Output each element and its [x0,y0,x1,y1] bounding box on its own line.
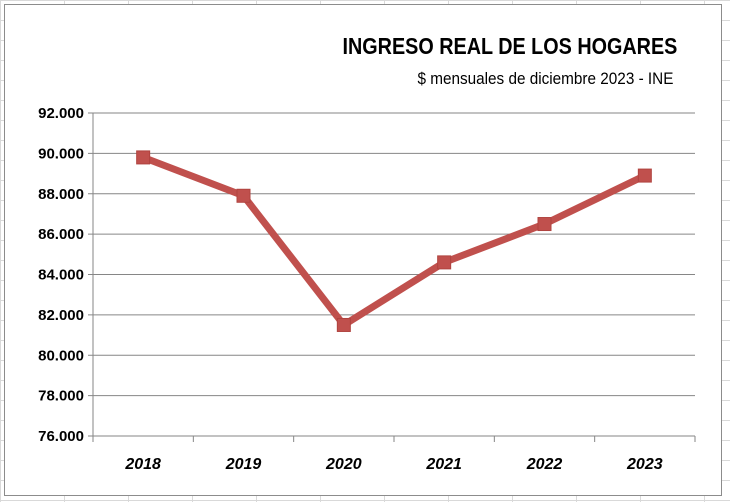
data-point-marker[interactable] [437,255,452,270]
data-point-marker[interactable] [236,188,251,203]
y-tick-label: 76.000 [38,428,84,445]
x-tick-label: 2022 [526,456,563,473]
x-tick-label: 2023 [626,456,663,473]
x-tick-label: 2019 [225,456,262,473]
series-line [139,153,649,329]
y-tick-label: 82.000 [38,307,84,324]
data-point-marker[interactable] [637,168,652,183]
y-tick-label: 84.000 [38,267,84,284]
y-tick-label: 92.000 [38,105,84,122]
x-axis-tick-labels: 2018 2019 2020 2021 2022 2023 [124,456,662,473]
axes [88,112,696,442]
y-tick-label: 78.000 [38,388,84,405]
data-point-marker[interactable] [336,317,351,332]
data-point-marker[interactable] [537,217,552,232]
y-axis-tick-labels: 76.000 78.000 80.000 82.000 84.000 86.000 88.0… [38,105,84,445]
gridlines [93,112,695,397]
y-tick-label: 80.000 [38,347,84,364]
data-point-marker[interactable] [136,150,151,165]
y-tick-label: 86.000 [38,226,84,243]
chart-subtitle: $ mensuales de diciembre 2023 - INE [417,69,673,88]
x-tick-label: 2018 [124,456,161,473]
chart-area[interactable]: INGRESO REAL DE LOS HOGARES $ mensuales … [4,4,722,496]
chart-title: INGRESO REAL DE LOS HOGARES [342,33,677,59]
x-tick-label: 2020 [325,456,362,473]
y-tick-label: 88.000 [38,186,84,203]
x-tick-label: 2021 [425,456,462,473]
series-layer [136,150,652,332]
y-tick-label: 90.000 [38,145,84,162]
